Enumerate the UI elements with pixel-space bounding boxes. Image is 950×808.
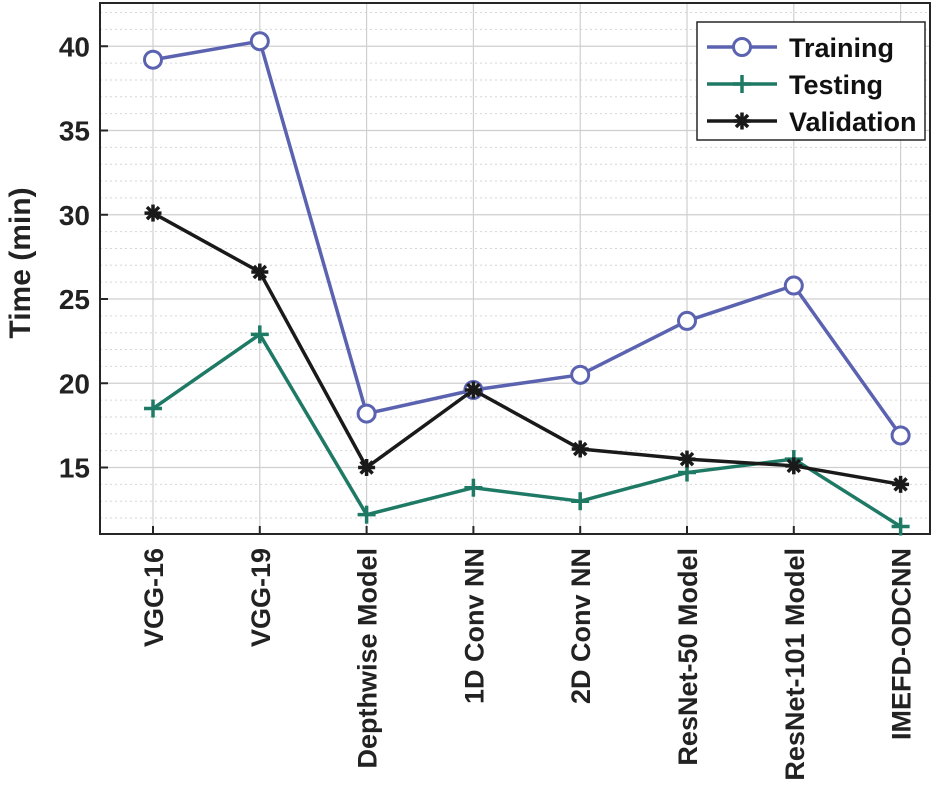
data-point-circle — [890, 425, 911, 446]
asterisk-marker-arm — [786, 458, 802, 474]
series-line-validation — [152, 211, 901, 487]
y-axis-label: Time (min) — [4, 187, 37, 338]
axes — [99, 2, 931, 535]
data-point-asterisk — [733, 112, 751, 130]
data-point-asterisk — [358, 459, 376, 476]
series-testing — [144, 325, 910, 536]
x-tick-label: 1D Conv NN — [459, 548, 489, 704]
data-point-asterisk — [144, 204, 162, 222]
asterisk-marker-arm — [359, 460, 374, 475]
data-point-plus — [571, 492, 590, 511]
data-point-asterisk — [785, 457, 803, 475]
x-tick-label: ResNet-50 Model — [673, 548, 703, 766]
legend-item-validation: Validation — [707, 107, 917, 137]
series-validation — [144, 204, 910, 493]
data-point-circle — [783, 275, 804, 296]
asterisk-marker-arm — [734, 113, 750, 129]
asterisk-marker-arm — [145, 205, 161, 221]
data-point-plus — [464, 478, 483, 497]
data-point-plus — [250, 325, 269, 344]
asterisk-marker-arm — [252, 264, 268, 280]
data-point-plus — [144, 399, 162, 418]
tick-labels: 15 20 25 30 35 40 VGG-16 VGG-19 Depthwise Model 1… — [59, 31, 917, 780]
x-tick-label: VGG-19 — [246, 548, 276, 647]
data-point-asterisk — [678, 450, 696, 468]
data-point-asterisk — [251, 263, 269, 281]
series-layer — [143, 31, 911, 536]
data-point-asterisk — [892, 475, 910, 493]
y-tick-label: 30 — [59, 200, 90, 231]
data-point-asterisk — [571, 440, 589, 458]
asterisk-marker-arm — [466, 382, 481, 398]
data-point-circle — [249, 31, 270, 52]
legend-item-training: Training — [707, 33, 894, 63]
x-tick-label: ResNet-101 Model — [780, 548, 810, 781]
data-point-plus — [733, 75, 751, 93]
data-point-circle — [356, 403, 377, 424]
asterisk-marker-arm — [893, 477, 908, 492]
data-point-circle — [677, 310, 697, 331]
y-tick-label: 40 — [59, 31, 90, 62]
legend-label: Validation — [789, 107, 917, 137]
asterisk-marker-arm — [679, 451, 695, 467]
legend-item-testing: Testing — [707, 70, 883, 100]
y-tick-label: 25 — [59, 284, 90, 315]
plot-area-border — [99, 2, 931, 535]
y-tick-label: 15 — [59, 453, 90, 484]
x-tick-label: Depthwise Model — [353, 548, 383, 769]
data-point-plus — [891, 517, 910, 536]
series-line-training — [152, 39, 903, 437]
series-line-testing — [152, 332, 902, 528]
asterisk-marker-arm — [572, 441, 588, 457]
legend: Training Testing Validation — [696, 21, 926, 141]
y-tick-label: 35 — [59, 116, 90, 147]
legend-label: Training — [789, 33, 894, 63]
x-tick-label: VGG-16 — [139, 548, 169, 647]
data-point-plus — [357, 505, 376, 524]
data-point-asterisk — [464, 381, 482, 399]
legend-label: Testing — [789, 70, 883, 100]
data-point-circle — [143, 49, 163, 70]
x-tick-label: 2D Conv NN — [566, 548, 596, 704]
data-point-circle — [732, 37, 752, 57]
y-tick-label: 20 — [59, 368, 90, 399]
x-tick-label: IMEFD-ODCNN — [887, 548, 917, 740]
data-point-circle — [570, 364, 591, 385]
